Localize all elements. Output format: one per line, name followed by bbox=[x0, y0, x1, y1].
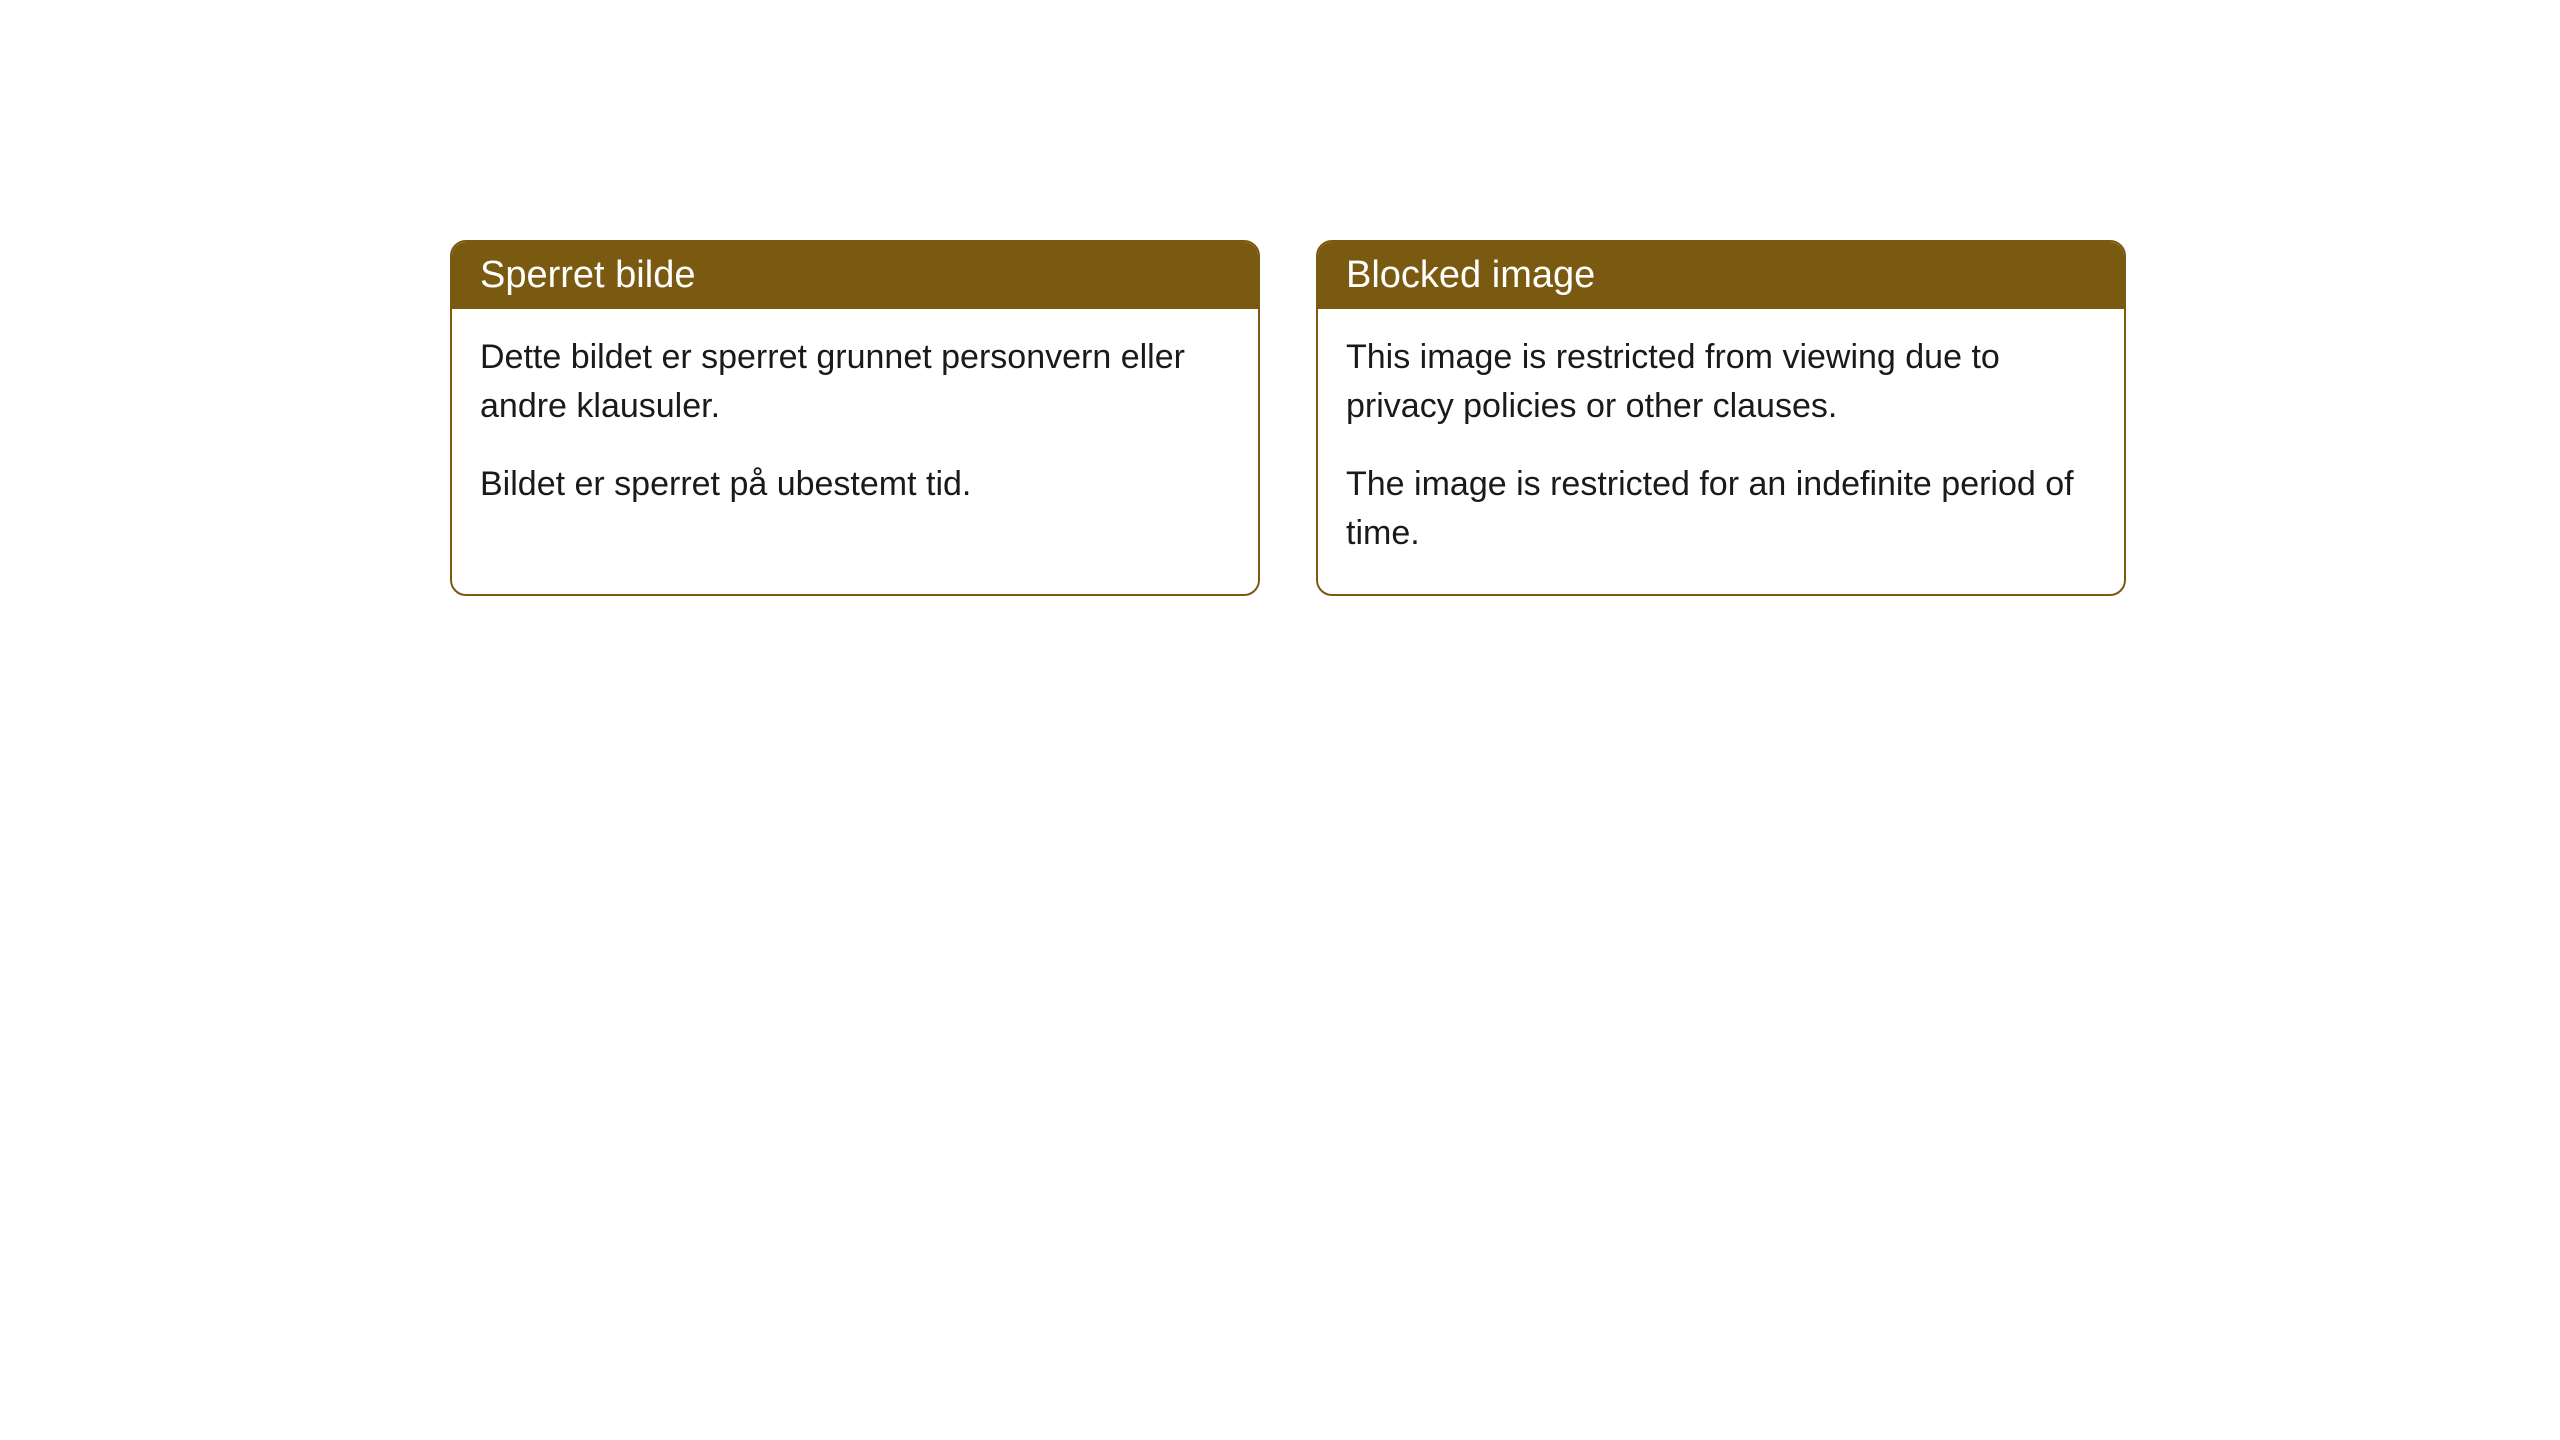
card-title: Sperret bilde bbox=[480, 254, 695, 296]
card-body: Dette bildet er sperret grunnet personve… bbox=[452, 309, 1258, 545]
card-title: Blocked image bbox=[1346, 254, 1595, 296]
card-paragraph: The image is restricted for an indefinit… bbox=[1346, 460, 2096, 559]
card-header: Sperret bilde bbox=[452, 242, 1258, 309]
notice-card-english: Blocked image This image is restricted f… bbox=[1316, 240, 2126, 596]
card-paragraph: Bildet er sperret på ubestemt tid. bbox=[480, 460, 1230, 509]
notice-card-norwegian: Sperret bilde Dette bildet er sperret gr… bbox=[450, 240, 1260, 596]
card-paragraph: Dette bildet er sperret grunnet personve… bbox=[480, 333, 1230, 432]
card-body: This image is restricted from viewing du… bbox=[1318, 309, 2124, 594]
notice-cards-container: Sperret bilde Dette bildet er sperret gr… bbox=[450, 240, 2126, 596]
card-header: Blocked image bbox=[1318, 242, 2124, 309]
card-paragraph: This image is restricted from viewing du… bbox=[1346, 333, 2096, 432]
